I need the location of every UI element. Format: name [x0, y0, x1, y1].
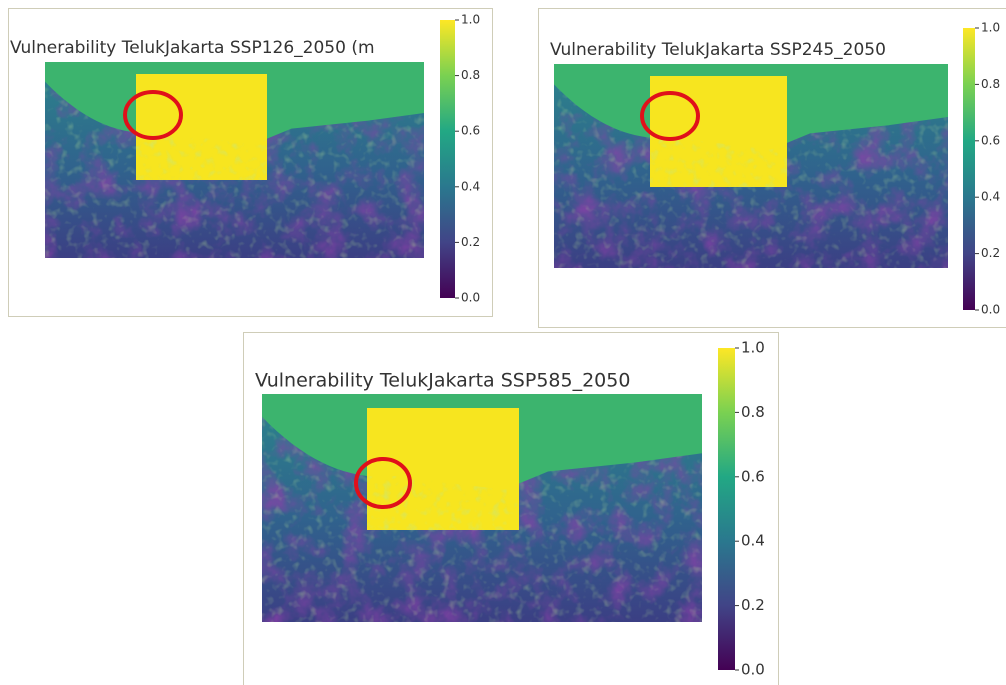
- panel-title: Vulnerability TelukJakarta SSP585_2050: [255, 370, 630, 392]
- colorbar-tick-label: 0.8: [981, 77, 1000, 91]
- colorbar-tick-label: 0.0: [461, 291, 480, 305]
- colorbar-tick-label: 0.4: [981, 190, 1000, 204]
- colorbar-tick-label: 0.6: [981, 133, 1000, 147]
- colorbar-tick-label: 0.8: [741, 403, 765, 421]
- colorbar-tick-label: 0.2: [981, 246, 1000, 260]
- colorbar-tick-label: 0.0: [741, 661, 765, 679]
- colorbar-tick-label: 1.0: [981, 21, 1000, 35]
- panel-title: Vulnerability TelukJakarta SSP245_2050: [550, 40, 886, 60]
- panel: Vulnerability TelukJakarta SSP245_2050 0.…: [539, 9, 1006, 328]
- map: [45, 62, 424, 258]
- colorbar-tick-label: 0.4: [741, 532, 765, 550]
- colorbar: [718, 348, 735, 670]
- colorbar-tick-label: 0.6: [741, 467, 765, 485]
- colorbar-tick-label: 0.4: [461, 179, 480, 193]
- colorbar-tick-label: 1.0: [741, 339, 765, 357]
- panel-title: Vulnerability TelukJakarta SSP126_2050 (…: [10, 38, 375, 58]
- colorbar-tick-label: 0.0: [981, 303, 1000, 317]
- colorbar-tick-label: 0.2: [741, 596, 765, 614]
- colorbar: [963, 28, 975, 310]
- map: [554, 64, 948, 268]
- panel: Vulnerability TelukJakarta SSP585_2050 0.…: [244, 333, 779, 685]
- page: Vulnerability TelukJakarta SSP126_2050 (…: [0, 0, 1006, 685]
- colorbar: [440, 20, 455, 298]
- panel: Vulnerability TelukJakarta SSP126_2050 (…: [9, 9, 493, 317]
- colorbar-tick-label: 0.2: [461, 235, 480, 249]
- colorbar-tick-label: 0.6: [461, 124, 480, 138]
- figure: Vulnerability TelukJakarta SSP126_2050 (…: [0, 0, 1006, 685]
- map: [262, 394, 702, 622]
- colorbar-tick-label: 1.0: [461, 13, 480, 27]
- colorbar-tick-label: 0.8: [461, 68, 480, 82]
